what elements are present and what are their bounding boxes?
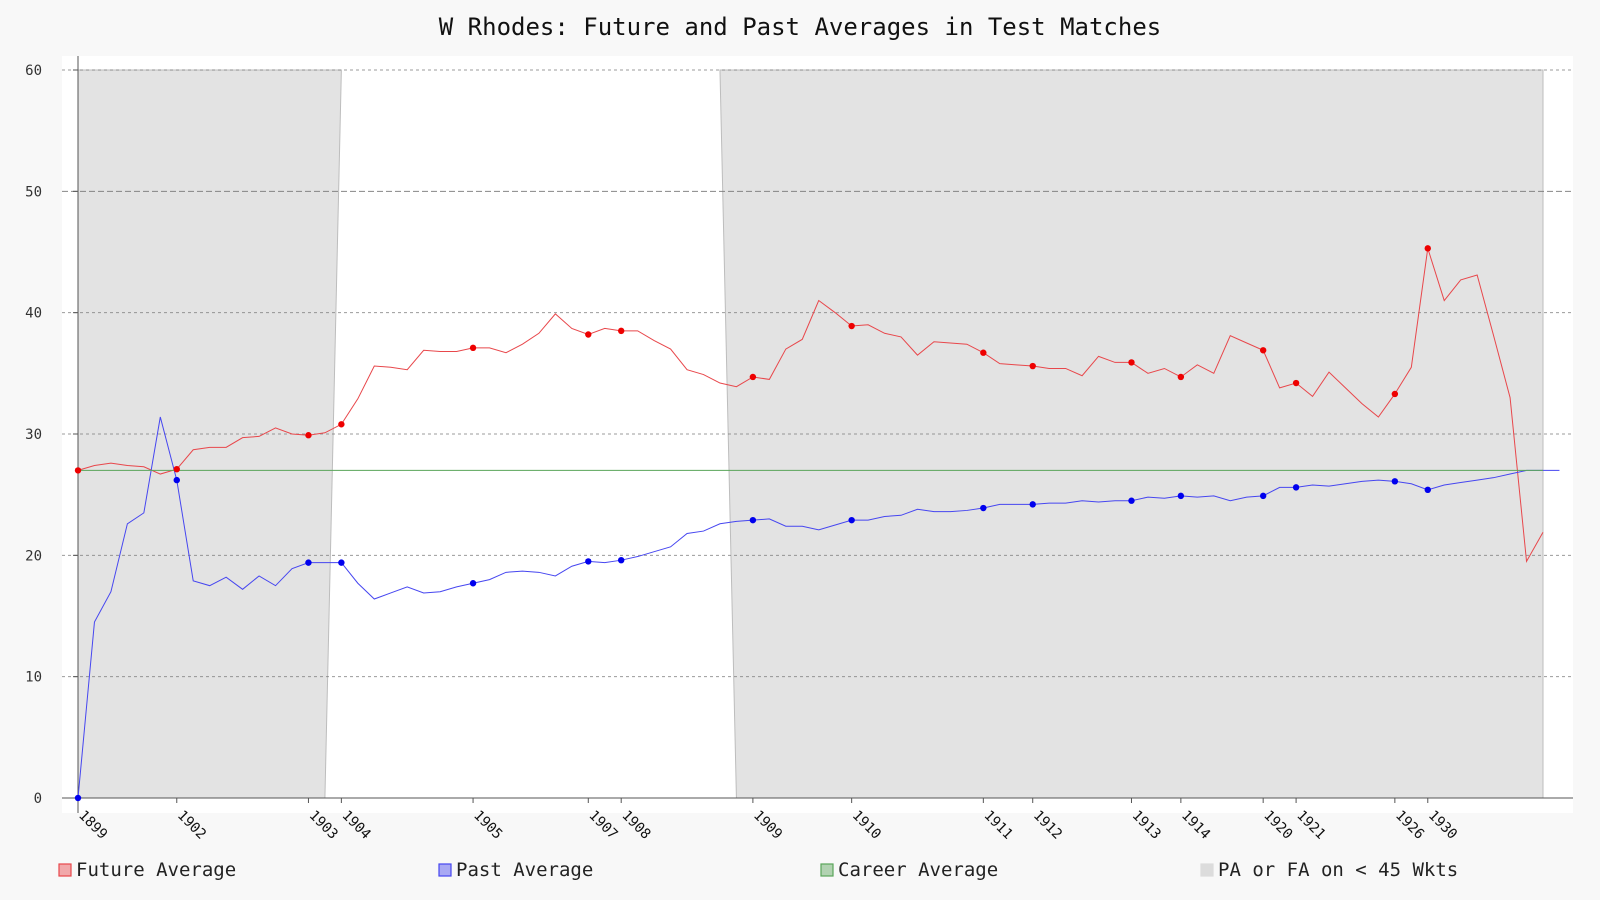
future-average-point — [1292, 379, 1300, 387]
legend-swatch-pa-or-fa-on-45-wkts — [1200, 863, 1214, 877]
legend-label-future-average: Future Average — [76, 859, 236, 881]
past-average-point — [1029, 501, 1036, 508]
y-tick-label-20: 20 — [25, 548, 42, 564]
past-average-point — [749, 516, 757, 524]
future-average-line — [77, 248, 1544, 564]
legend-label-past-average: Past Average — [456, 859, 593, 881]
y-tick-label-0: 0 — [34, 791, 42, 807]
future-average-point — [1177, 373, 1185, 381]
future-average-point — [1029, 362, 1036, 370]
y-tick-label-50: 50 — [25, 184, 42, 200]
series-markers — [74, 245, 1431, 802]
future-average-point — [469, 344, 477, 352]
future-average-point — [305, 432, 312, 439]
future-average-point — [1259, 347, 1267, 354]
past-average-point — [173, 476, 180, 484]
y-tick-labels: 0 10 20 30 40 50 60 — [25, 63, 78, 807]
past-average-line — [77, 416, 1560, 799]
past-average-point — [585, 558, 592, 565]
y-tick-label-40: 40 — [25, 306, 42, 322]
legend: Future Average Past Average Career Average… — [58, 859, 1458, 881]
series-lines — [77, 248, 1560, 799]
past-average-point — [338, 559, 345, 566]
past-average-point — [1292, 484, 1300, 491]
past-average-point — [1391, 478, 1399, 485]
future-average-point — [1391, 390, 1399, 398]
future-average-point — [173, 465, 180, 473]
past-average-point — [1259, 492, 1267, 500]
past-average-point — [1177, 492, 1185, 500]
future-average-point — [1424, 245, 1431, 252]
future-average-point — [980, 349, 987, 356]
legend-swatch-career-average — [820, 863, 834, 877]
past-average-point — [305, 559, 312, 566]
future-average-point — [338, 421, 345, 428]
past-average-point — [618, 556, 625, 564]
legend-swatch-past-average — [438, 863, 452, 877]
future-average-point — [74, 467, 82, 474]
chart-title: W Rhodes: Future and Past Averages in Te… — [439, 13, 1161, 41]
future-average-point — [749, 373, 757, 381]
future-average-point — [618, 327, 625, 335]
past-average-point — [980, 504, 987, 512]
legend-swatch-future-average — [58, 863, 72, 877]
past-average-point — [74, 794, 82, 802]
future-average-point — [585, 331, 592, 338]
y-tick-label-60: 60 — [25, 63, 42, 79]
future-average-point — [848, 322, 855, 330]
legend-label-career-average: Career Average — [838, 859, 998, 881]
past-average-point — [1424, 486, 1431, 494]
past-average-point — [469, 580, 477, 587]
y-tick-label-30: 30 — [25, 427, 42, 443]
future-average-point — [1128, 359, 1135, 366]
past-average-point — [1128, 497, 1135, 504]
y-tick-label-10: 10 — [25, 670, 42, 686]
past-average-point — [848, 516, 855, 524]
legend-label-pa-or-fa-on-45-wkts: PA or FA on < 45 Wkts — [1218, 859, 1458, 881]
